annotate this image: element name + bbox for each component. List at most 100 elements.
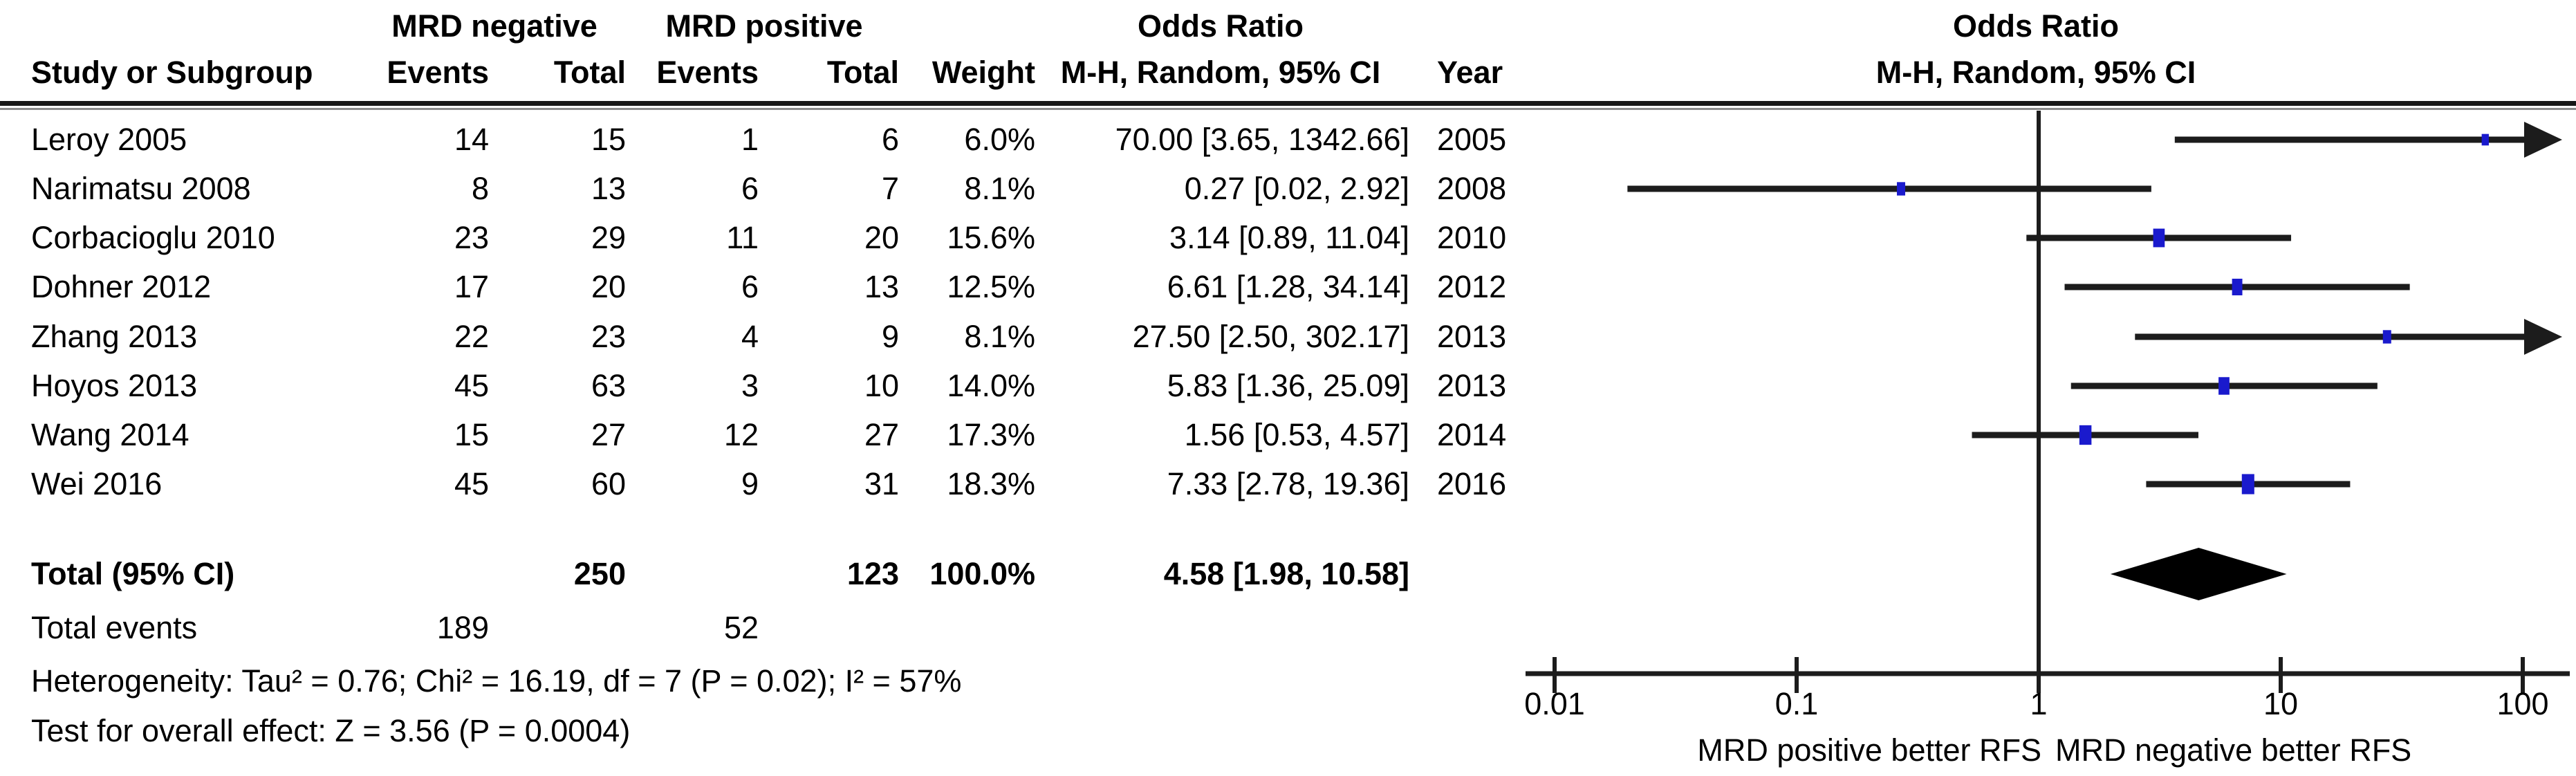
odds-ratio-cell: 1.56 [0.53, 4.57] — [1184, 417, 1409, 452]
total-events-label: Total events — [31, 610, 198, 645]
events-positive-cell: 6 — [741, 269, 759, 304]
column-header-total-negative: Total — [553, 55, 626, 90]
odds-ratio-cell: 5.83 [1.36, 25.09] — [1167, 368, 1409, 403]
axis-tick-label: 0.01 — [1524, 686, 1585, 721]
events-positive-cell: 6 — [741, 171, 759, 206]
odds-ratio-cell: 70.00 [3.65, 1342.66] — [1115, 122, 1409, 157]
weight-cell: 12.5% — [947, 269, 1035, 304]
weight-cell: 8.1% — [964, 319, 1035, 354]
events-negative-cell: 17 — [454, 269, 489, 304]
heterogeneity-note: Heterogeneity: Tau² = 0.76; Chi² = 16.19… — [31, 663, 962, 699]
weight-cell: 6.0% — [964, 122, 1035, 157]
year-cell: 2012 — [1437, 269, 1507, 304]
events-positive-cell: 3 — [741, 368, 759, 403]
plot-title-odds-ratio: Odds Ratio — [1952, 8, 2119, 44]
total-positive-total: 123 — [846, 556, 899, 591]
events-negative-cell: 45 — [454, 466, 489, 501]
column-header-total-positive: Total — [826, 55, 899, 90]
events-negative-cell: 45 — [454, 368, 489, 403]
study-name-cell: Hoyos 2013 — [31, 368, 198, 403]
total-odds-ratio: 4.58 [1.98, 10.58] — [1163, 556, 1409, 591]
weight-cell: 17.3% — [947, 417, 1035, 452]
total-negative-cell: 15 — [591, 122, 626, 157]
axis-tick-label: 100 — [2496, 686, 2549, 721]
total-positive-cell: 27 — [864, 417, 899, 452]
year-cell: 2008 — [1437, 171, 1507, 206]
events-positive-cell: 1 — [741, 122, 759, 157]
total-positive-cell: 6 — [881, 122, 899, 157]
total-negative-cell: 29 — [591, 220, 626, 255]
total-negative-cell: 60 — [591, 466, 626, 501]
column-header-weight: Weight — [932, 55, 1035, 90]
events-positive-cell: 9 — [741, 466, 759, 501]
or-marker — [2382, 330, 2391, 344]
odds-ratio-cell: 6.61 [1.28, 34.14] — [1167, 269, 1409, 304]
odds-ratio-cell: 27.50 [2.50, 302.17] — [1132, 319, 1409, 354]
axis-tick-label: 0.1 — [1775, 686, 1819, 721]
total-positive-cell: 9 — [881, 319, 899, 354]
year-cell: 2013 — [1437, 319, 1507, 354]
weight-cell: 14.0% — [947, 368, 1035, 403]
study-name-cell: Dohner 2012 — [31, 269, 212, 304]
axis-tick-label: 10 — [2263, 686, 2299, 721]
year-cell: 2005 — [1437, 122, 1507, 157]
odds-ratio-cell: 0.27 [0.02, 2.92] — [1184, 171, 1409, 206]
total-positive-cell: 10 — [864, 368, 899, 403]
or-marker — [2153, 228, 2165, 248]
axis-tick-label: 1 — [2030, 686, 2048, 721]
or-marker — [2218, 377, 2230, 395]
year-cell: 2016 — [1437, 466, 1507, 501]
weight-cell: 8.1% — [964, 171, 1035, 206]
study-name-cell: Narimatsu 2008 — [31, 171, 251, 206]
ci-arrowhead — [2524, 122, 2562, 158]
total-positive-cell: 7 — [881, 171, 899, 206]
total-negative-total: 250 — [573, 556, 626, 591]
odds-ratio-cell: 7.33 [2.78, 19.36] — [1167, 466, 1409, 501]
or-marker — [1896, 182, 1905, 196]
weight-cell: 15.6% — [947, 220, 1035, 255]
total-negative-cell: 27 — [591, 417, 626, 452]
column-header-study: Study or Subgroup — [31, 55, 313, 90]
column-group-odds-ratio: Odds Ratio — [1137, 8, 1304, 44]
or-marker — [2079, 425, 2092, 445]
total-negative-cell: 63 — [591, 368, 626, 403]
events-negative-cell: 8 — [471, 171, 489, 206]
column-header-mh-ci: M-H, Random, 95% CI — [1060, 55, 1381, 90]
total-positive-cell: 31 — [864, 466, 899, 501]
year-cell: 2010 — [1437, 220, 1507, 255]
total-positive-cell: 13 — [864, 269, 899, 304]
year-cell: 2014 — [1437, 417, 1507, 452]
total-positive-cell: 20 — [864, 220, 899, 255]
events-positive-cell: 12 — [723, 417, 759, 452]
total-negative-cell: 20 — [591, 269, 626, 304]
events-negative-cell: 22 — [454, 319, 489, 354]
header-separator-shadow — [0, 108, 2576, 110]
total-negative-cell: 13 — [591, 171, 626, 206]
column-group-mrd-positive: MRD positive — [665, 8, 863, 44]
study-name-cell: Wei 2016 — [31, 466, 163, 501]
total-negative-cell: 23 — [591, 319, 626, 354]
column-header-year: Year — [1437, 55, 1503, 90]
study-name-cell: Zhang 2013 — [31, 319, 198, 354]
total-events-positive: 52 — [723, 610, 759, 645]
year-cell: 2013 — [1437, 368, 1507, 403]
or-marker — [2232, 278, 2243, 296]
overall-effect-note: Test for overall effect: Z = 3.56 (P = 0… — [31, 713, 631, 748]
or-marker — [2241, 474, 2254, 495]
events-negative-cell: 15 — [454, 417, 489, 452]
column-header-events-positive: Events — [656, 55, 759, 90]
study-name-cell: Leroy 2005 — [31, 122, 187, 157]
odds-ratio-cell: 3.14 [0.89, 11.04] — [1169, 220, 1409, 255]
header-separator — [0, 101, 2576, 106]
axis-direction-label-left: MRD positive better RFS — [1697, 732, 2041, 768]
events-negative-cell: 23 — [454, 220, 489, 255]
events-positive-cell: 4 — [741, 319, 759, 354]
total-row-label: Total (95% CI) — [31, 556, 235, 591]
total-events-negative: 189 — [436, 610, 489, 645]
study-name-cell: Wang 2014 — [31, 417, 189, 452]
plot-header-mh-ci: M-H, Random, 95% CI — [1875, 55, 2196, 90]
study-name-cell: Corbacioglu 2010 — [31, 220, 275, 255]
axis-direction-label-right: MRD negative better RFS — [2055, 732, 2412, 768]
